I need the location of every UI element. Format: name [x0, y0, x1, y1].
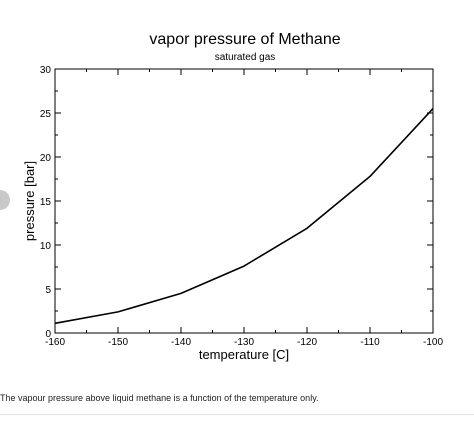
- plot-frame: [54, 68, 434, 334]
- x-tick-label: -130: [234, 337, 254, 348]
- x-tick-label: -160: [45, 337, 65, 348]
- chart-subtitle: saturated gas: [215, 52, 276, 63]
- y-tick-label: 30: [40, 65, 52, 76]
- axis-ticks: [54, 68, 434, 334]
- caption-text: The vapour pressure above liquid methane…: [0, 393, 319, 403]
- vapor-pressure-chart: vapor pressure of Methane saturated gas …: [22, 31, 443, 362]
- y-tick-label: 15: [40, 197, 52, 208]
- y-tick-label: 5: [45, 285, 51, 296]
- x-tick-label: -150: [108, 337, 128, 348]
- x-tick-label: -110: [360, 337, 380, 348]
- chart-title: vapor pressure of Methane: [149, 31, 340, 48]
- x-tick-label: -100: [423, 337, 443, 348]
- x-axis-label: temperature [C]: [199, 347, 289, 362]
- y-axis-label: pressure [bar]: [22, 161, 37, 241]
- series-layer: [54, 108, 434, 325]
- series-line: [54, 108, 434, 325]
- y-tick-labels: 0 5 10 15 20 25 30: [40, 65, 52, 340]
- x-tick-labels: -160 -150 -140 -130 -120 -110 -100: [45, 337, 443, 348]
- y-tick-label: 25: [40, 109, 52, 120]
- side-tab-handle[interactable]: [0, 190, 10, 210]
- x-tick-label: -120: [297, 337, 317, 348]
- footer-divider: [0, 414, 474, 415]
- y-tick-label: 0: [45, 329, 51, 340]
- y-tick-label: 20: [40, 153, 52, 164]
- x-tick-label: -140: [171, 337, 191, 348]
- y-tick-label: 10: [40, 241, 52, 252]
